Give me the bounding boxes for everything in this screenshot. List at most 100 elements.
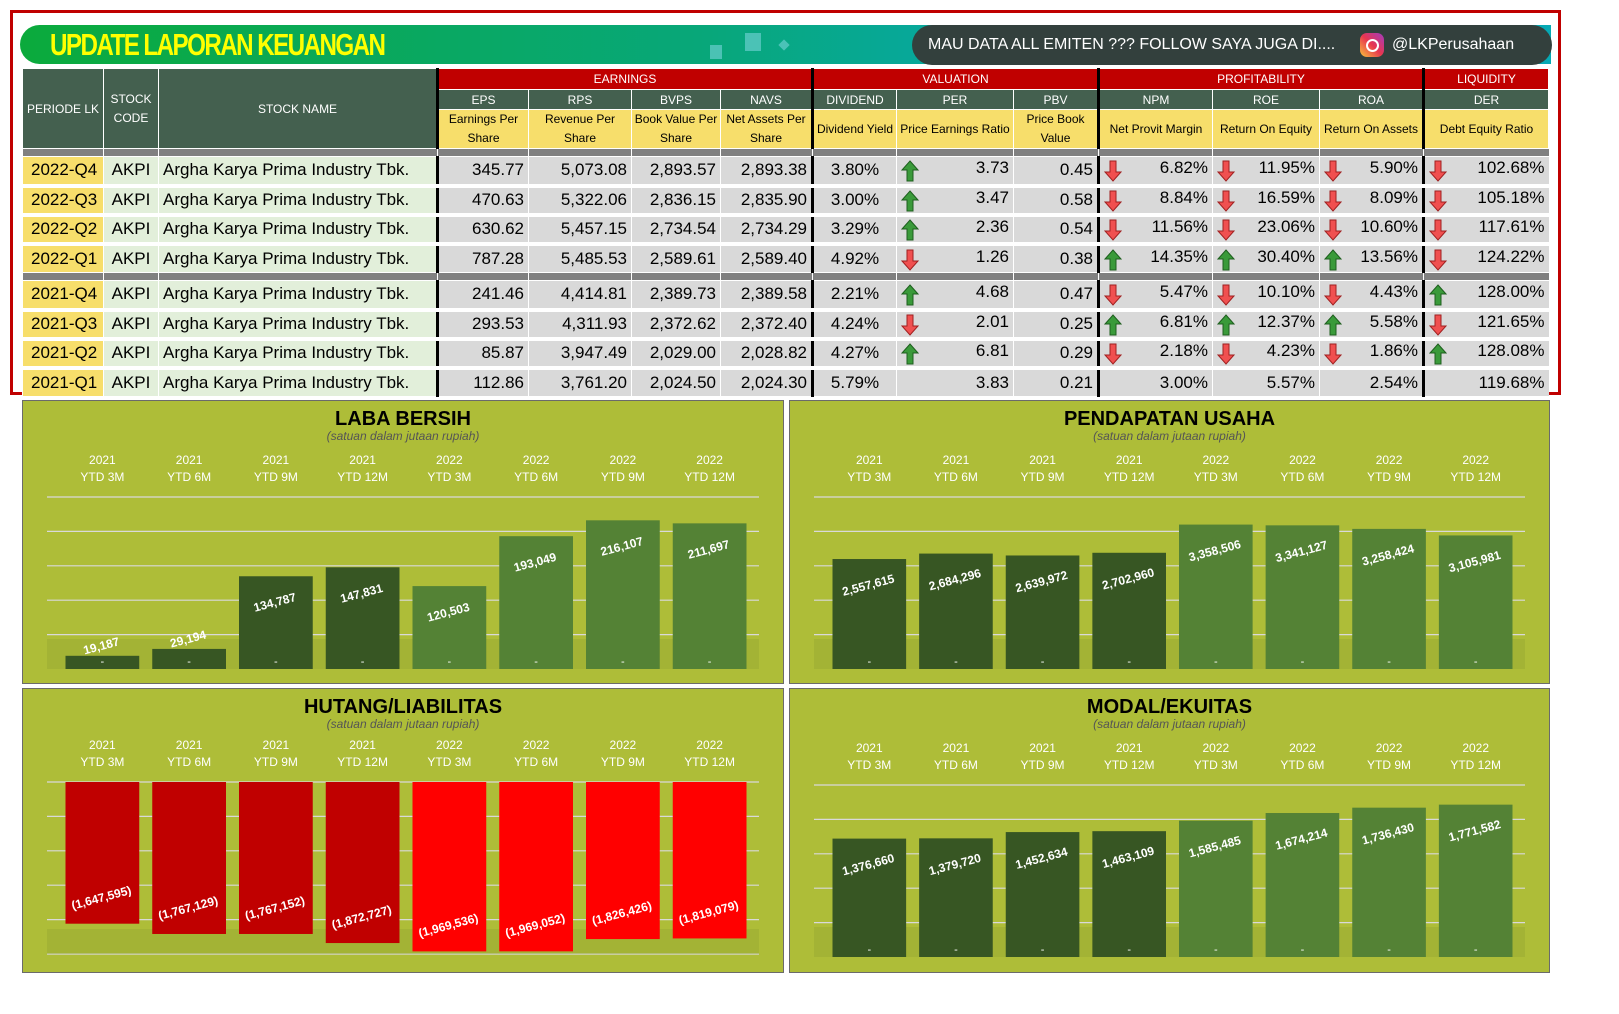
bvps-cell: 2,734.54 xyxy=(631,214,721,246)
arrow-down-icon xyxy=(1217,190,1235,211)
category-label: 2022 xyxy=(1462,453,1489,467)
npm-cell: 5.47% xyxy=(1097,280,1213,312)
per-value: 3.73 xyxy=(975,158,1009,178)
bar xyxy=(1438,535,1513,669)
category-label: 2021 xyxy=(856,453,883,467)
col-desc-eps: Earnings Per Share xyxy=(436,109,529,149)
eps-value: 85.87 xyxy=(481,343,524,362)
instagram-icon[interactable] xyxy=(1360,33,1384,57)
col-header-roa: ROA xyxy=(1319,89,1424,110)
category-label: YTD 9M xyxy=(1021,758,1065,772)
arrow-down-icon xyxy=(1324,284,1342,306)
roe-value: 30.40% xyxy=(1257,246,1315,266)
stock-name-cell: Argha Karya Prima Industry Tbk. xyxy=(158,338,438,370)
per-cell: 1.26 xyxy=(896,243,1014,273)
bar xyxy=(672,523,747,669)
category-label: YTD 12M xyxy=(1104,758,1155,772)
rps-cell: 5,322.06 xyxy=(528,185,632,217)
per-value: 3.47 xyxy=(975,188,1009,207)
col-header-rps: RPS xyxy=(528,89,632,110)
base-label: - xyxy=(187,656,191,668)
bvps-cell: 2,389.73 xyxy=(631,280,721,312)
category-label: 2022 xyxy=(436,453,463,467)
bar xyxy=(1265,813,1340,957)
base-label: - xyxy=(1387,656,1391,668)
roe-cell: 30.40% xyxy=(1212,243,1320,273)
chart-title: HUTANG/LIABILITAS xyxy=(304,696,502,718)
roe-cell: 5.57% xyxy=(1212,367,1320,397)
der-cell: 128.08% xyxy=(1422,338,1549,370)
category-label: 2022 xyxy=(1202,453,1229,467)
div-cell: 4.24% xyxy=(811,309,897,341)
category-label: 2021 xyxy=(176,738,203,752)
div-value: 3.29% xyxy=(830,219,880,238)
instagram-handle[interactable]: @LKPerusahaan xyxy=(1392,36,1515,53)
roa-value: 10.60% xyxy=(1360,217,1418,236)
pbv-value: 0.54 xyxy=(1059,219,1093,238)
per-value: 1.26 xyxy=(975,246,1009,266)
der-cell: 102.68% xyxy=(1422,156,1549,188)
col-desc-per: Price Earnings Ratio xyxy=(896,109,1014,149)
chart-pendapatan-usaha: PENDAPATAN USAHA (satuan dalam jutaan rup… xyxy=(789,400,1550,684)
der-value: 128.00% xyxy=(1477,282,1545,302)
stock-code-cell: AKPI xyxy=(103,243,159,273)
rps-value: 5,485.53 xyxy=(560,248,627,268)
base-label: - xyxy=(1214,944,1218,956)
category-label: 2022 xyxy=(696,738,723,752)
category-label: 2022 xyxy=(1462,741,1489,755)
header-period: PERIODE LK xyxy=(22,68,104,149)
roa-cell: 1.86% xyxy=(1319,338,1424,370)
promo-text: MAU DATA ALL EMITEN ??? FOLLOW SAYA JUGA… xyxy=(928,36,1336,53)
roe-cell: 4.23% xyxy=(1212,338,1320,370)
div-cell: 3.29% xyxy=(811,214,897,246)
roe-value: 12.37% xyxy=(1257,312,1315,331)
category-label: 2021 xyxy=(1029,453,1056,467)
base-label: - xyxy=(954,944,958,956)
promo-bar: MAU DATA ALL EMITEN ??? FOLLOW SAYA JUGA… xyxy=(912,25,1552,65)
chart-hutang-liabilitas: HUTANG/LIABILITAS (satuan dalam jutaan ru… xyxy=(22,688,784,973)
navs-cell: 2,024.30 xyxy=(720,367,813,397)
chart-subtitle: (satuan dalam jutaan rupiah) xyxy=(1093,717,1246,731)
eps-cell: 241.46 xyxy=(436,280,529,312)
rps-cell: 5,457.15 xyxy=(528,214,632,246)
bar xyxy=(1179,820,1253,957)
bvps-cell: 2,836.15 xyxy=(631,185,721,217)
category-label: YTD 9M xyxy=(1367,470,1411,484)
per-cell: 3.83 xyxy=(896,367,1014,397)
bvps-value: 2,024.50 xyxy=(649,372,716,392)
bar xyxy=(1265,525,1340,669)
rps-value: 5,457.15 xyxy=(560,219,627,238)
roe-value: 10.10% xyxy=(1257,282,1315,302)
base-label: - xyxy=(534,656,538,668)
bar xyxy=(152,648,226,669)
roe-value: 4.23% xyxy=(1266,341,1315,360)
der-cell: 124.22% xyxy=(1422,243,1549,273)
rps-value: 3,947.49 xyxy=(560,343,627,362)
pbv-value: 0.45 xyxy=(1059,160,1093,180)
decor-square xyxy=(745,33,761,51)
per-cell: 3.47 xyxy=(896,185,1014,217)
financial-table: PERIODE LK STOCK CODE STOCK NAME EARNINGS VA… xyxy=(22,68,1549,397)
group-header-liquidity: LIQUIDITY xyxy=(1422,68,1549,90)
category-label: YTD 6M xyxy=(167,470,211,484)
stock-name-cell: Argha Karya Prima Industry Tbk. xyxy=(158,367,438,397)
eps-cell: 345.77 xyxy=(436,156,529,188)
arrow-down-icon xyxy=(901,249,919,271)
arrow-down-icon xyxy=(1429,219,1447,240)
npm-value: 14.35% xyxy=(1150,246,1208,266)
category-label: 2021 xyxy=(263,738,290,752)
table-row: 2021-Q1 AKPI Argha Karya Prima Industry Tb… xyxy=(22,367,1549,397)
eps-cell: 112.86 xyxy=(436,367,529,397)
col-desc-npm: Net Provit Margin xyxy=(1097,109,1213,149)
table-row: 2022-Q4 AKPI Argha Karya Prima Industry Tb… xyxy=(22,156,1549,188)
roa-value: 1.86% xyxy=(1369,341,1418,360)
div-cell: 2.21% xyxy=(811,280,897,312)
eps-value: 787.28 xyxy=(472,248,524,268)
col-header-per: PER xyxy=(896,89,1014,110)
bar xyxy=(325,567,400,669)
roa-value: 5.90% xyxy=(1369,158,1418,178)
stock-name-cell: Argha Karya Prima Industry Tbk. xyxy=(158,156,438,188)
der-cell: 121.65% xyxy=(1422,309,1549,341)
chart-subtitle: (satuan dalam jutaan rupiah) xyxy=(1093,429,1246,443)
group-header-earnings: EARNINGS xyxy=(436,68,813,90)
